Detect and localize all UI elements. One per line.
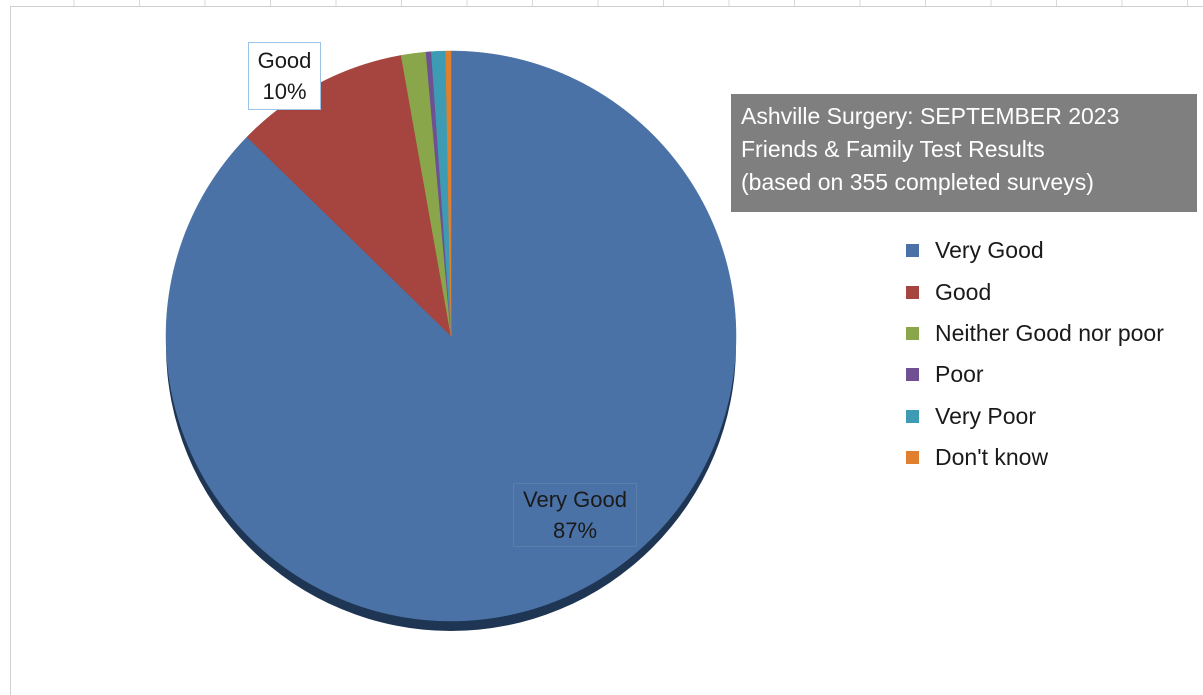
- chart-subtitle-1: Friends & Family Test Results: [741, 136, 1045, 162]
- chart-title: Ashville Surgery: SEPTEMBER 2023: [741, 103, 1120, 129]
- legend-label-very-good: Very Good: [935, 237, 1044, 264]
- chart-legend: Very Good Good Neither Good nor poor Poo…: [906, 230, 1203, 478]
- legend-swatch-very-good: [906, 244, 919, 258]
- data-label-good: Good 10%: [248, 42, 321, 110]
- legend-swatch-dont-know: [906, 451, 919, 465]
- legend-item-poor: Poor: [906, 354, 1203, 395]
- legend-swatch-good: [906, 285, 919, 299]
- legend-item-good: Good: [906, 271, 1203, 312]
- chart-subtitle-2: (based on 355 completed surveys): [741, 169, 1094, 195]
- legend-item-very-poor: Very Poor: [906, 396, 1203, 437]
- data-label-good-name: Good: [257, 48, 312, 73]
- legend-item-very-good: Very Good: [906, 230, 1203, 271]
- data-label-very-good: Very Good 87%: [513, 483, 637, 547]
- data-label-very-good-name: Very Good: [523, 487, 627, 512]
- legend-label-poor: Poor: [935, 361, 984, 388]
- pie-slice-dont-know[interactable]: [445, 50, 452, 337]
- legend-item-neither: Neither Good nor poor: [906, 313, 1203, 354]
- legend-swatch-neither: [906, 326, 919, 340]
- legend-swatch-very-poor: [906, 409, 919, 423]
- data-label-very-good-pct: 87%: [552, 518, 598, 543]
- legend-label-dont-know: Don't know: [935, 444, 1049, 471]
- data-label-good-pct: 10%: [262, 79, 307, 104]
- chart-title-box: Ashville Surgery: SEPTEMBER 2023 Friends…: [731, 94, 1197, 212]
- legend-item-dont-know: Don't know: [906, 437, 1203, 478]
- legend-label-good: Good: [935, 278, 992, 305]
- legend-label-neither: Neither Good nor poor: [935, 319, 1164, 346]
- legend-swatch-poor: [906, 368, 919, 382]
- legend-label-very-poor: Very Poor: [935, 402, 1036, 429]
